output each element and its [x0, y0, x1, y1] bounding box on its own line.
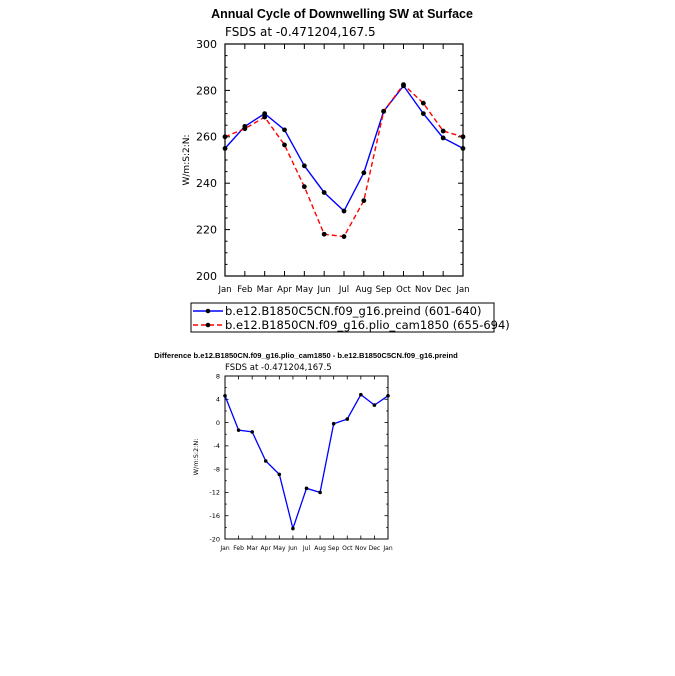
- chart1-series-1-point: [341, 208, 347, 214]
- chart2-xtick-label: Jul: [302, 545, 311, 552]
- chart2-series-1-point: [345, 417, 350, 421]
- chart1-xtick-label: Aug: [356, 285, 373, 295]
- chart2-xtick-label: Jan: [382, 545, 392, 552]
- legend-label-series-2: b.e12.B1850CN.f09_g16.plio_cam1850 (655-…: [225, 318, 510, 332]
- chart1-xtick-label: Nov: [415, 285, 432, 295]
- chart1-series-1-point: [460, 146, 466, 151]
- chart2-series-1-point: [386, 393, 390, 398]
- chart2-ytick-label: -8: [214, 465, 220, 473]
- chart2-ytick-label: -4: [214, 442, 220, 450]
- chart1-frame: [224, 43, 464, 277]
- chart2-series-1-point: [223, 393, 227, 398]
- chart1-series-1-point: [282, 127, 287, 133]
- chart1-series-2-point: [242, 126, 248, 132]
- chart2-ytick-label: 8: [216, 372, 220, 380]
- chart1-series-2-point: [440, 128, 446, 134]
- chart2-ytick-label: 0: [216, 419, 220, 427]
- chart1-xtick-label: Dec: [435, 285, 452, 295]
- chart1-xtick-label: May: [296, 285, 314, 295]
- chart1-ytick-label: 200: [196, 270, 217, 283]
- legend-marker-series-1: [205, 308, 211, 314]
- chart1-series-2-point: [381, 108, 387, 114]
- chart1-xtick-label: Jan: [217, 285, 231, 295]
- chart1-series-2-point: [420, 100, 426, 106]
- chart2-frame: [224, 375, 389, 540]
- chart2-subtitle: FSDS at -0.471204,167.5: [225, 363, 332, 373]
- chart1-xtick-label: Jun: [317, 285, 331, 295]
- chart2-series-1-point: [331, 421, 336, 426]
- chart1-xtick-label: Mar: [257, 285, 274, 295]
- chart2-series-1-point: [277, 472, 282, 477]
- chart1-series-1-point: [222, 146, 228, 151]
- chart1-plot: 200 220 240 260 280 300 Jan Feb Mar Apr May Jun Jul A…: [196, 38, 470, 295]
- chart1-legend: b.e12.B1850C5CN.f09_g16.preind (601-640)…: [190, 302, 510, 333]
- chart1-series-2-point: [282, 142, 287, 148]
- chart2-ytick-label: -16: [209, 512, 220, 520]
- chart2-series-1-point: [236, 428, 241, 432]
- chart1-title: Annual Cycle of Downwelling SW at Surfac…: [211, 7, 473, 21]
- chart1-series-1-point: [301, 163, 307, 169]
- chart1-xtick-label: Jan: [455, 285, 469, 295]
- chart1-subtitle: FSDS at -0.471204,167.5: [225, 25, 376, 39]
- chart1-ylabel: W/m:S:2:N:: [182, 135, 192, 186]
- chart2-ytick-label: -12: [209, 489, 220, 497]
- chart1-series-1-point: [420, 111, 426, 116]
- chart1-xtick-label: Oct: [396, 285, 411, 295]
- chart2-series-1-point: [263, 459, 268, 463]
- chart2-xtick-label: May: [273, 545, 286, 552]
- chart2-xtick-label: Nov: [355, 545, 367, 552]
- chart2-xtick-label: Aug: [314, 545, 326, 552]
- legend-label-series-1: b.e12.B1850C5CN.f09_g16.preind (601-640): [225, 304, 481, 318]
- chart1-series-1-point: [440, 135, 446, 141]
- chart2-xtick-label: Mar: [247, 545, 259, 552]
- chart1-series-1-point: [361, 170, 367, 176]
- chart2-ytick-label: -20: [209, 535, 220, 543]
- chart2-xtick-label: Apr: [261, 545, 272, 552]
- chart1-xtick-label: Apr: [277, 285, 292, 295]
- chart1-ytick-label: 280: [196, 84, 217, 97]
- chart2-series-1-line: [224, 393, 389, 531]
- chart2-series-1-point: [359, 392, 363, 397]
- chart2-xtick-label: Dec: [369, 545, 381, 552]
- chart1-series-1-point: [262, 111, 268, 116]
- chart2-title: Difference b.e12.B1850CN.f09_g16.plio_ca…: [154, 351, 458, 360]
- chart2-series-1-point: [318, 490, 322, 495]
- chart2-series-1-point: [372, 403, 377, 407]
- chart2-series-1-point: [304, 486, 309, 491]
- chart1-ytick-label: 240: [196, 177, 217, 190]
- chart1-series-2-point: [460, 134, 466, 140]
- chart1-ytick-label: 300: [196, 38, 217, 51]
- chart1-series-2-point: [262, 114, 268, 120]
- chart2-ytick-label: 4: [216, 396, 220, 404]
- chart1-xtick-label: Feb: [237, 285, 252, 295]
- chart2-xtick-label: Sep: [328, 545, 340, 552]
- chart1-ytick-label: 260: [196, 131, 217, 144]
- chart2-xtick-label: Jun: [287, 545, 298, 552]
- chart1-series-1-point: [321, 190, 327, 195]
- chart2-plot: -20 -16 -12 -8 -4 0 4 8 Jan Feb Mar Apr May Jun Jul Aug…: [209, 372, 392, 552]
- chart2-series-1-point: [291, 526, 295, 531]
- chart1-ytick-label: 220: [196, 223, 217, 236]
- chart2-ylabel: W/m:S:2:N:: [192, 439, 200, 476]
- chart1-series-2-point: [301, 184, 307, 190]
- chart2-series-1-point: [250, 430, 254, 434]
- chart1-xtick-label: Sep: [376, 285, 392, 295]
- chart1-series-2-point: [361, 198, 367, 204]
- legend-box: [190, 302, 495, 333]
- chart2-xtick-label: Jan: [219, 545, 229, 552]
- chart2-xtick-label: Feb: [233, 545, 244, 552]
- chart1-xtick-label: Jul: [338, 285, 349, 295]
- legend-marker-series-2: [205, 322, 211, 328]
- chart1-series-2-point: [222, 134, 228, 140]
- chart1-series-1-line: [224, 84, 464, 213]
- chart1-series-2-point: [321, 231, 327, 237]
- chart2-xtick-label: Oct: [342, 545, 353, 552]
- chart1-series-2-point: [401, 82, 406, 87]
- chart1-series-2-point: [341, 234, 347, 239]
- chart1-series-2-line: [224, 83, 464, 238]
